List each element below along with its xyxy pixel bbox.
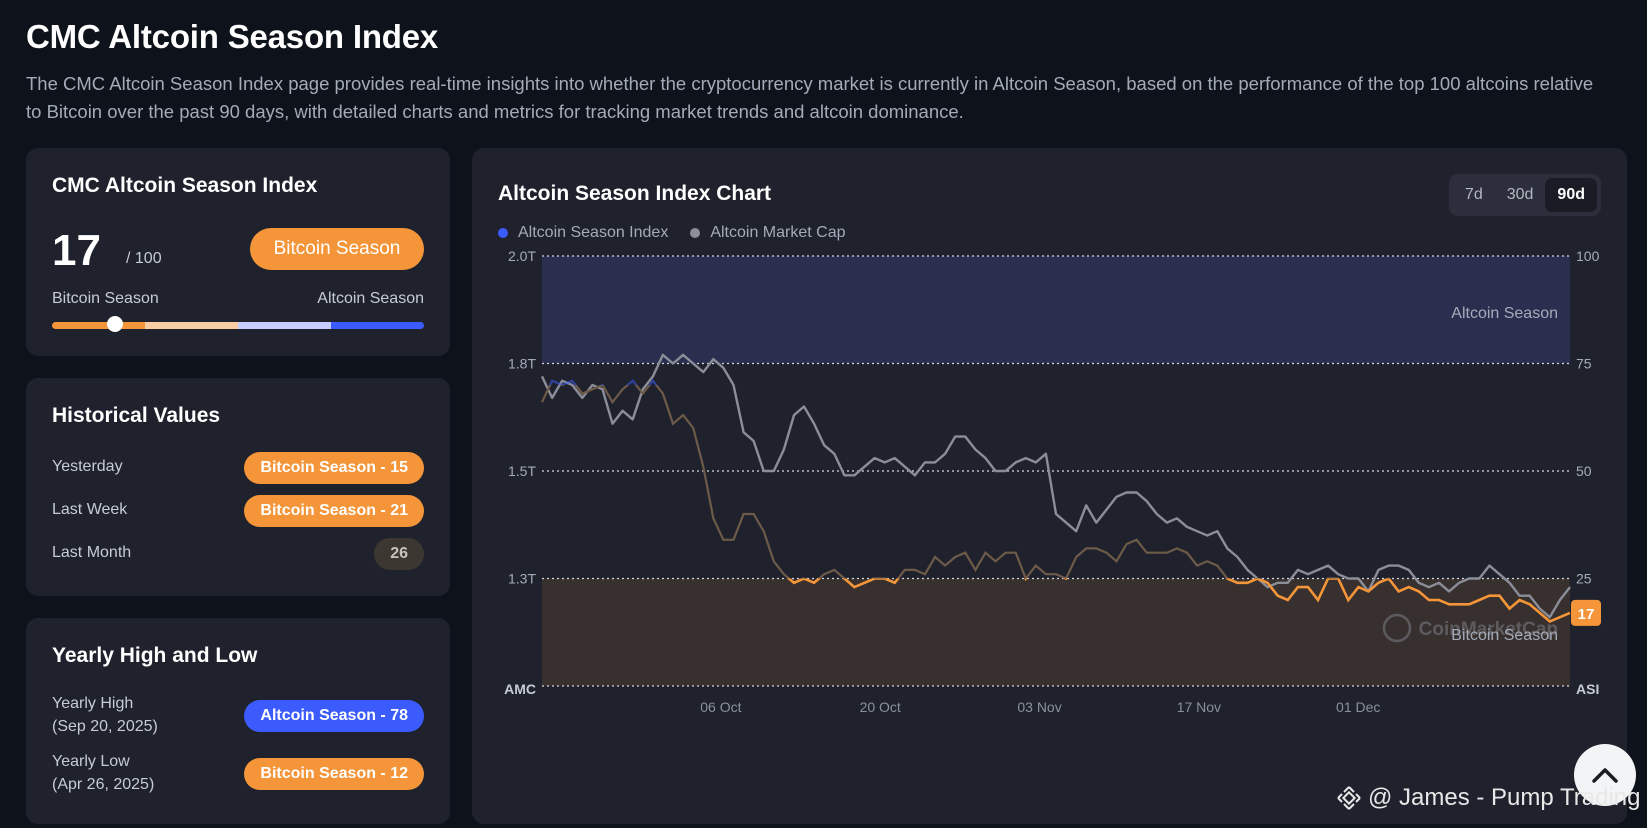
history-value-badge: Bitcoin Season - 15 xyxy=(244,452,424,484)
yearly-high-date: (Sep 20, 2025) xyxy=(52,718,158,735)
yearly-low-badge: Bitcoin Season - 12 xyxy=(244,758,424,790)
left-axis-tick: 1.5T xyxy=(508,463,536,479)
coinmarketcap-watermark: CoinMarketCap xyxy=(1382,613,1558,643)
yearly-low-label: Yearly Low (Apr 26, 2025) xyxy=(52,750,154,796)
watermark: @ James - Pump Trading xyxy=(1336,784,1640,812)
tab-90d[interactable]: 90d xyxy=(1545,178,1597,212)
right-axis-tick: 25 xyxy=(1576,571,1592,587)
zone-label-bitcoin: Bitcoin Season xyxy=(1451,627,1558,644)
history-value-badge: Bitcoin Season - 21 xyxy=(244,495,424,527)
coinmarketcap-logo-icon xyxy=(1382,613,1412,643)
index-card-title: CMC Altcoin Season Index xyxy=(52,174,318,197)
legend-label: Altcoin Season Index xyxy=(518,224,669,241)
history-row-yesterday: Yesterday Bitcoin Season - 15 xyxy=(52,452,424,484)
index-line-bitcoin-part xyxy=(786,578,1571,624)
watermark-text: @ James - Pump Trading xyxy=(1368,784,1641,811)
legend-dot-icon xyxy=(690,228,701,238)
current-value-marker xyxy=(1571,599,1601,626)
page-title: CMC Altcoin Season Index xyxy=(26,18,439,55)
yearly-title: Yearly High and Low xyxy=(52,644,258,667)
index-line-neutral-part xyxy=(541,385,1390,579)
binance-logo-icon xyxy=(1337,786,1361,810)
legend-item-market-cap[interactable]: Altcoin Market Cap xyxy=(690,224,846,242)
yearly-high-low-card: Yearly High and Low Yearly High (Sep 20,… xyxy=(26,618,450,824)
history-label: Yesterday xyxy=(52,458,123,475)
historical-values-card: Historical Values Yesterday Bitcoin Seas… xyxy=(26,378,450,596)
x-axis-tick: 03 Nov xyxy=(1017,699,1061,715)
yearly-high-text: Yearly High xyxy=(52,695,134,712)
yearly-high-badge: Altcoin Season - 78 xyxy=(244,700,424,732)
left-axis-tick: 1.3T xyxy=(508,571,536,587)
x-axis-tick: 20 Oct xyxy=(860,699,901,715)
yearly-low-date: (Apr 26, 2025) xyxy=(52,776,155,793)
current-value-label: 17 xyxy=(1578,606,1595,623)
right-axis-tick: 75 xyxy=(1576,356,1592,372)
left-axis-label: AMC xyxy=(504,681,536,697)
coinmarketcap-logo-text: CoinMarketCap xyxy=(1419,619,1558,640)
index-card: CMC Altcoin Season Index 17 / 100 Bitcoi… xyxy=(26,148,450,356)
legend-dot-icon xyxy=(498,228,508,238)
tab-30d[interactable]: 30d xyxy=(1506,186,1534,203)
season-gauge xyxy=(52,322,424,329)
page-description: The CMC Altcoin Season Index page provid… xyxy=(26,73,1594,122)
gauge-left-label: Bitcoin Season xyxy=(52,290,159,307)
gauge-knob xyxy=(107,316,124,332)
left-axis-tick: 2.0T xyxy=(508,248,536,264)
scroll-to-top-button[interactable] xyxy=(1574,744,1636,806)
chart-card: Altcoin Season Bitcoin Season 2.0T 1.8T 1.5T… xyxy=(472,148,1627,824)
right-axis-tick: 100 xyxy=(1576,248,1600,264)
yearly-low-text: Yearly Low xyxy=(52,753,130,770)
x-axis-tick: 17 Nov xyxy=(1177,699,1221,715)
zone-label-altcoin: Altcoin Season xyxy=(1451,305,1558,322)
chart-title: Altcoin Season Index Chart xyxy=(498,182,772,205)
history-value-badge: 26 xyxy=(374,538,424,570)
tab-7d[interactable]: 7d xyxy=(1464,186,1483,203)
market-cap-line xyxy=(540,353,1571,619)
x-axis-tick: 01 Dec xyxy=(1336,699,1380,715)
left-axis-tick: 1.8T xyxy=(508,356,536,372)
chevron-up-icon xyxy=(1592,768,1618,783)
index-max: / 100 xyxy=(126,250,162,267)
bitcoin-season-zone xyxy=(542,578,1570,686)
altcoin-season-zone xyxy=(542,256,1570,364)
range-tabs: 7d 30d 90d xyxy=(1448,174,1601,216)
history-row-last-week: Last Week Bitcoin Season - 21 xyxy=(52,495,424,527)
chart-legend: Altcoin Season Index Altcoin Market Cap xyxy=(498,224,868,242)
index-value: 17 xyxy=(52,226,101,275)
season-badge: Bitcoin Season xyxy=(250,228,424,270)
gauge-right-label: Altcoin Season xyxy=(317,290,424,307)
right-axis-tick: 50 xyxy=(1576,463,1592,479)
history-row-last-month: Last Month 26 xyxy=(52,538,424,570)
yearly-high-label: Yearly High (Sep 20, 2025) xyxy=(52,692,158,738)
legend-label: Altcoin Market Cap xyxy=(710,224,846,241)
historical-title: Historical Values xyxy=(52,404,221,427)
altcoin-season-chart: Altcoin Season Bitcoin Season 2.0T 1.8T 1.5T… xyxy=(504,248,1601,715)
x-axis-tick: 06 Oct xyxy=(700,699,741,715)
legend-item-index[interactable]: Altcoin Season Index xyxy=(498,224,668,242)
history-label: Last Week xyxy=(52,501,128,518)
right-axis-label: ASI xyxy=(1576,681,1599,697)
history-label: Last Month xyxy=(52,544,132,561)
